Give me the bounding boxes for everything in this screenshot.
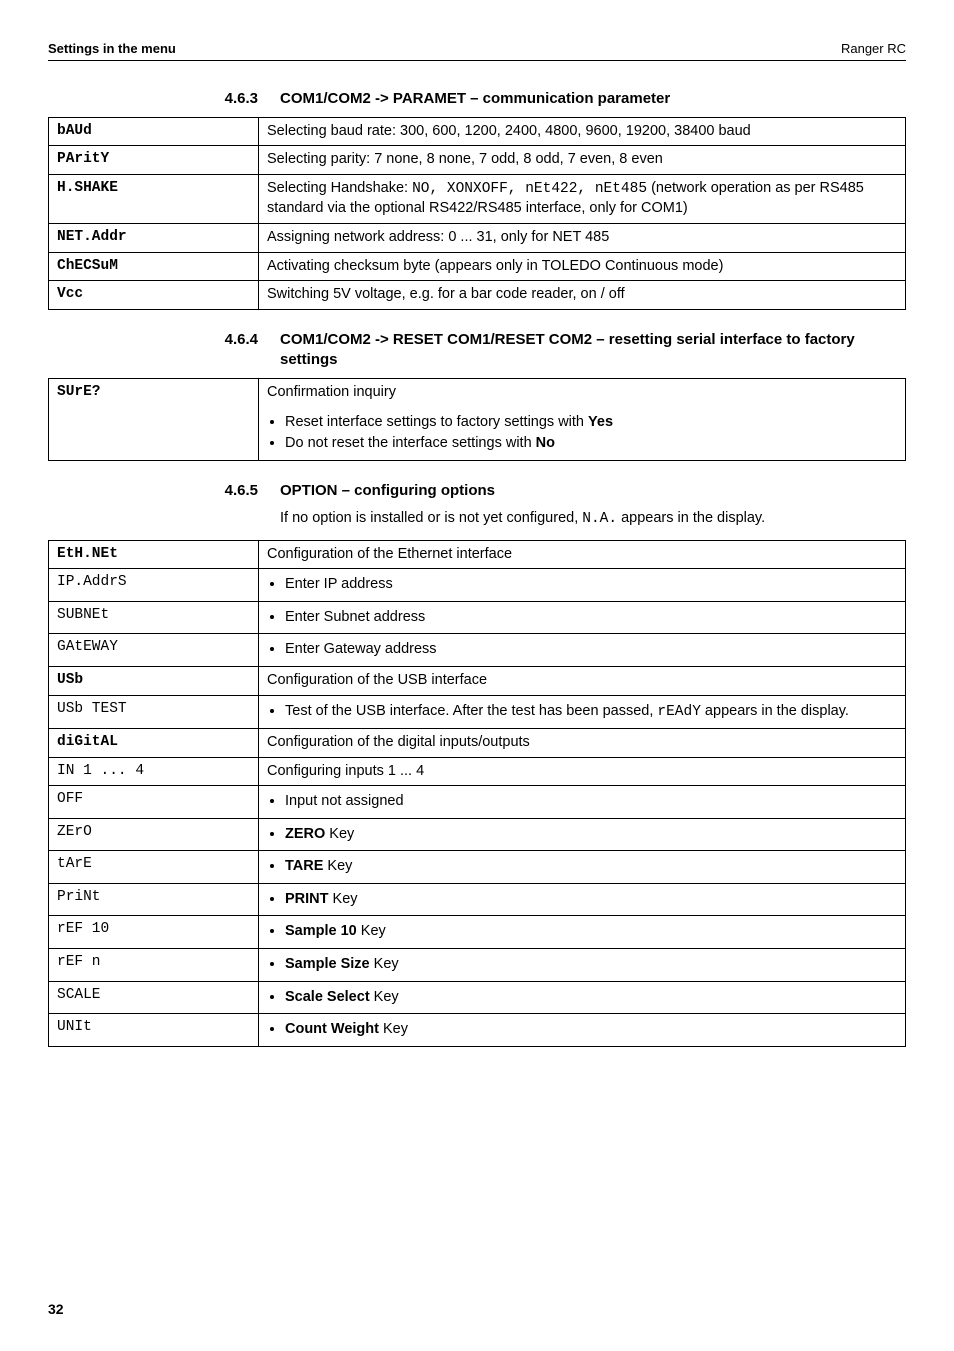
table-463: bAUdSelecting baud rate: 300, 600, 1200,… [48,117,906,310]
table-row: PriNtPRINT Key [49,883,906,916]
table-row: ChECSuMActivating checksum byte (appears… [49,252,906,281]
table-row: H.SHAKESelecting Handshake: NO, XONXOFF,… [49,174,906,223]
section-title: OPTION – configuring options [280,481,906,501]
table-row: NET.AddrAssigning network address: 0 ...… [49,224,906,253]
table-464: SUrE? Confirmation inquiry Reset interfa… [48,378,906,461]
table-row: GAtEWAYEnter Gateway address [49,634,906,667]
section-title: COM1/COM2 -> RESET COM1/RESET COM2 – res… [280,330,906,371]
table-row: OFFInput not assigned [49,786,906,819]
table-row: IN 1 ... 4Configuring inputs 1 ... 4 [49,757,906,786]
table-row: IP.AddrSEnter IP address [49,569,906,602]
section-465-sub: If no option is installed or is not yet … [48,509,906,530]
header-right: Ranger RC [841,40,906,58]
section-number: 4.6.5 [48,481,280,501]
table-row: ZErOZERO Key [49,818,906,851]
table-row: UNItCount Weight Key [49,1014,906,1047]
table-row: tArETARE Key [49,851,906,884]
table-row: PAritYSelecting parity: 7 none, 8 none, … [49,146,906,175]
section-463-head: 4.6.3 COM1/COM2 -> PARAMET – communicati… [48,89,906,109]
section-465-head: 4.6.5 OPTION – configuring options [48,481,906,501]
table-row: SUrE? Confirmation inquiry [49,379,906,407]
table-row: bAUdSelecting baud rate: 300, 600, 1200,… [49,117,906,146]
table-row: SUBNEtEnter Subnet address [49,601,906,634]
table-row: EtH.NEtConfiguration of the Ethernet int… [49,540,906,569]
section-title: COM1/COM2 -> PARAMET – communication par… [280,89,906,109]
table-row: VccSwitching 5V voltage, e.g. for a bar … [49,281,906,310]
table-row: rEF nSample Size Key [49,949,906,982]
page-header: Settings in the menu Ranger RC [48,40,906,61]
bullet-list: Reset interface settings to factory sett… [267,413,897,454]
section-464-head: 4.6.4 COM1/COM2 -> RESET COM1/RESET COM2… [48,330,906,371]
table-row: rEF 10Sample 10 Key [49,916,906,949]
section-number: 4.6.4 [48,330,280,371]
table-row: USb TESTTest of the USB interface. After… [49,695,906,729]
table-row: diGitALConfiguration of the digital inpu… [49,729,906,758]
table-row: USbConfiguration of the USB interface [49,666,906,695]
header-left: Settings in the menu [48,40,176,58]
table-row: SCALEScale Select Key [49,981,906,1014]
table-465: EtH.NEtConfiguration of the Ethernet int… [48,540,906,1047]
section-number: 4.6.3 [48,89,280,109]
page-number: 32 [48,1300,64,1319]
